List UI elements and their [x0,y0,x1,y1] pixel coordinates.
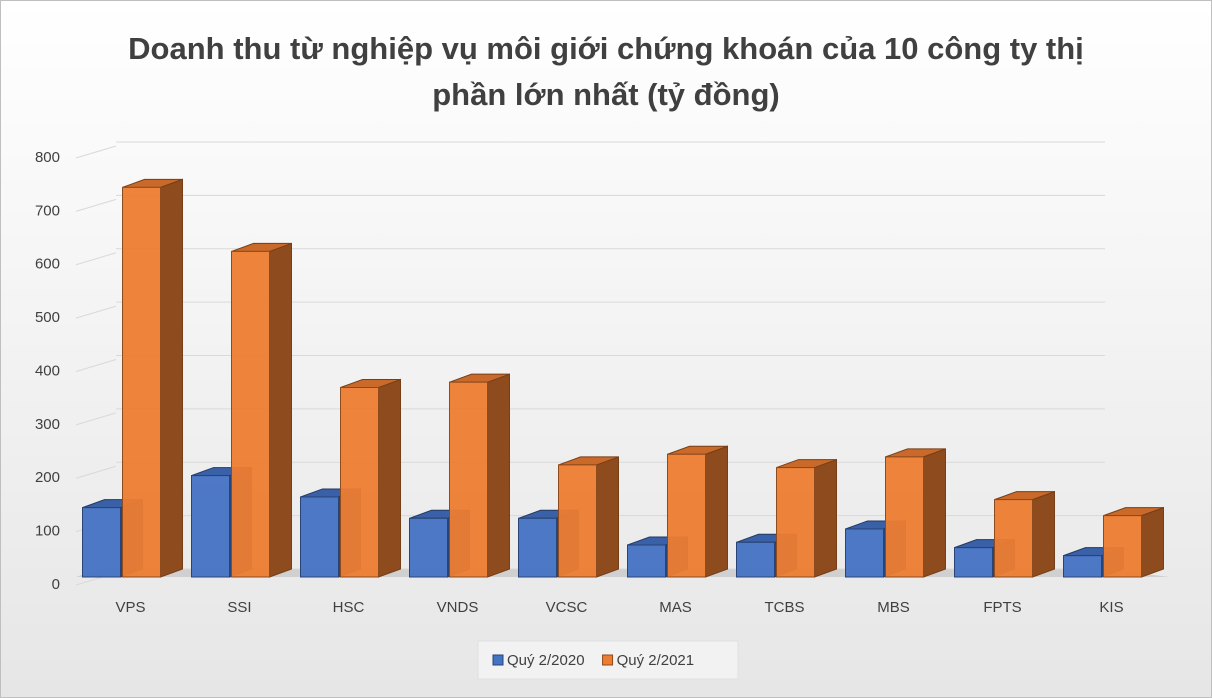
y-tick-label: 600 [35,256,60,273]
x-tick-label: KIS [1099,599,1123,616]
bar-side [378,378,401,578]
legend-label: Quý 2/2021 [617,652,695,669]
bar-side [269,242,292,578]
bar-front [1063,555,1102,578]
x-tick-label: VCSC [546,599,588,616]
bar-front [82,507,121,578]
bar-front [122,186,161,578]
bar-front [518,517,557,578]
bar [558,456,619,578]
bar-front [736,541,775,578]
bar [885,448,946,578]
bar-front [1103,515,1142,578]
x-tick-label: TCBS [764,599,804,616]
grid-line [75,412,117,426]
grid-line [75,359,117,372]
bar-front [231,250,270,578]
bar-front [776,467,815,578]
bar-side [487,373,510,578]
grid-line [75,145,117,159]
bar-side [814,458,837,578]
bar-side [596,456,619,578]
chart-title: Doanh thu từ nghiệp vụ môi giới chứng kh… [128,31,1084,112]
bar-side [1141,506,1164,578]
y-tick-label: 400 [35,362,60,379]
bar [1103,506,1164,578]
bar [776,458,837,578]
legend-label: Quý 2/2020 [507,652,585,669]
bar-front [845,528,884,578]
bar [667,445,728,578]
bar-front [300,496,339,578]
bar-front [627,544,666,578]
y-tick-label: 100 [35,523,60,540]
bar [122,178,183,578]
grid-line [75,198,117,212]
legend-swatch [492,654,504,666]
bar-side [923,448,946,578]
bar [231,242,292,578]
bar-front [885,456,924,578]
x-tick-label: FPTS [983,599,1021,616]
x-tick-label: HSC [333,599,365,616]
grid-line [75,465,117,479]
bar-side [705,445,728,578]
y-tick-label: 300 [35,416,60,433]
legend: Quý 2/2020 Quý 2/2021 [477,640,739,680]
bar-front [994,499,1033,578]
bar-front [340,387,379,578]
x-tick-label: VPS [115,599,145,616]
bar-front [954,547,993,578]
bar [994,490,1055,578]
y-tick-label: 200 [35,469,60,486]
legend-swatch [602,654,614,666]
grid-line [75,305,117,319]
bar [340,378,401,578]
y-tick-label: 500 [35,309,60,326]
bar [449,373,510,578]
bar-side [160,178,183,578]
bar-side [1032,490,1055,578]
bar-front [409,517,448,578]
y-tick-label: 700 [35,202,60,219]
grid-line [75,252,117,266]
bar-front [191,475,230,578]
bar-front [558,464,597,578]
bar-front [449,381,488,578]
x-tick-label: SSI [227,599,251,616]
x-tick-label: MBS [877,599,910,616]
x-tick-label: VNDS [437,599,479,616]
x-tick-label: MAS [659,599,692,616]
bar-front [667,453,706,578]
y-tick-label: 800 [35,149,60,166]
y-tick-label: 0 [52,576,60,593]
